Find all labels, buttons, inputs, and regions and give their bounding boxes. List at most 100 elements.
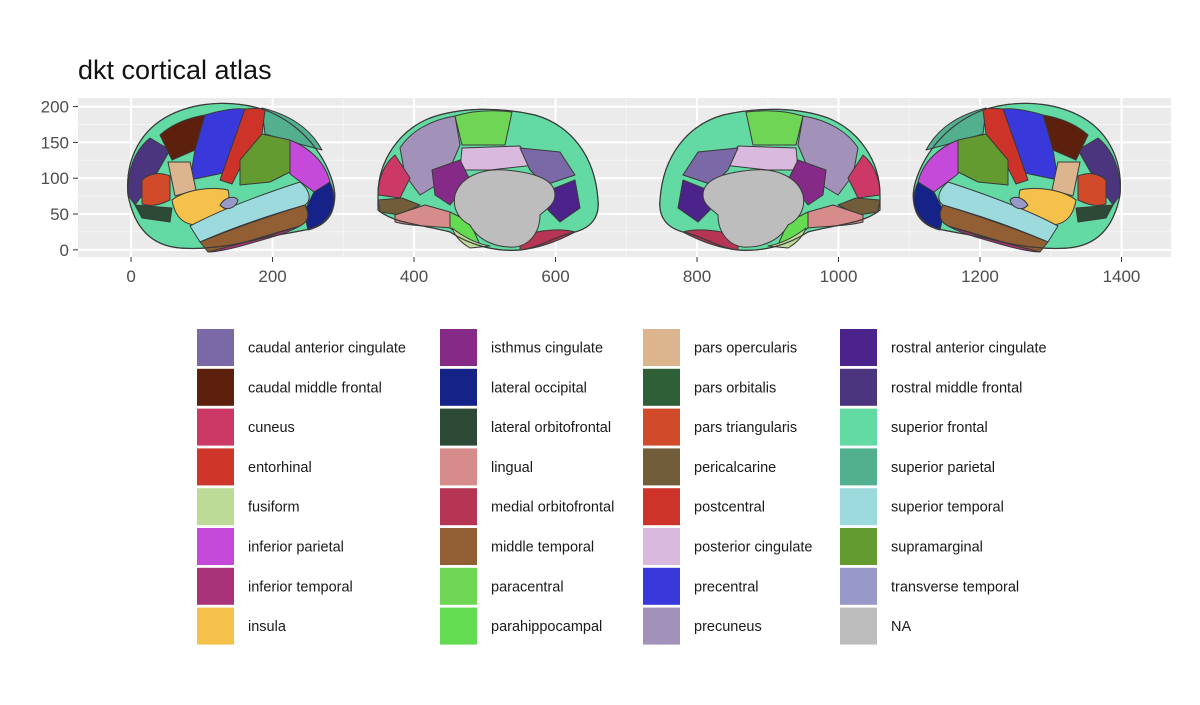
legend-key	[840, 607, 877, 645]
legend-label: precuneus	[694, 619, 762, 635]
legend-item: caudal anterior cingulate	[197, 329, 406, 366]
y-tick-label: 0	[60, 241, 69, 260]
legend-label: pericalcarine	[694, 460, 776, 476]
legend-label: isthmus cingulate	[491, 341, 603, 357]
legend-item: cuneus	[197, 408, 295, 446]
legend-item: precuneus	[643, 607, 762, 645]
x-tick-label: 400	[400, 267, 428, 286]
legend-item: precentral	[643, 567, 758, 605]
legend: caudal anterior cingulate caudal middle f…	[197, 329, 1047, 645]
legend-key	[440, 528, 477, 565]
legend-item: parahippocampal	[440, 607, 602, 645]
outline-left-lateral	[127, 102, 336, 250]
legend-item: lateral occipital	[440, 368, 587, 406]
y-tick-label: 150	[41, 133, 69, 152]
legend-label: caudal middle frontal	[248, 380, 382, 396]
x-tick-label: 1400	[1103, 267, 1141, 286]
legend-item: supramarginal	[840, 528, 983, 565]
region-pars-triangularis	[1077, 173, 1107, 206]
legend-label: supramarginal	[891, 540, 983, 556]
legend-key	[840, 528, 877, 565]
legend-item: insula	[197, 607, 287, 645]
legend-key	[440, 329, 477, 366]
x-tick-label: 1200	[961, 267, 999, 286]
legend-item: pars triangularis	[643, 408, 797, 446]
brain-left-lateral	[127, 102, 336, 253]
legend-label: posterior cingulate	[694, 540, 813, 556]
legend-item: isthmus cingulate	[440, 329, 603, 366]
legend-label: insula	[248, 619, 287, 635]
axis-ticks: 0 200 400 600 800 1000 1200 1400 0 50 100 150 200	[41, 98, 1141, 286]
legend-item: rostral middle frontal	[840, 368, 1022, 406]
legend-key	[197, 488, 234, 526]
legend-item: medial orbitofrontal	[440, 488, 614, 526]
region-paracentral	[454, 110, 513, 146]
region-caudal-anterior-cingulate	[519, 147, 576, 186]
legend-key	[840, 567, 877, 605]
region-superior-temporal	[189, 181, 310, 243]
legend-item: pars orbitalis	[643, 368, 776, 406]
legend-key	[440, 448, 477, 486]
legend-label: pars triangularis	[694, 420, 797, 436]
outline-right-lateral	[912, 102, 1121, 250]
region-transverse-temporal	[1009, 196, 1029, 210]
chart-title: dkt cortical atlas	[78, 55, 272, 85]
legend-item: superior temporal	[840, 488, 1004, 526]
legend-item: postcentral	[643, 488, 765, 526]
legend-label: caudal anterior cingulate	[248, 341, 406, 357]
legend-label: lingual	[491, 460, 533, 476]
legend-item: lingual	[440, 448, 533, 486]
region-lateral-orbitofrontal	[134, 204, 173, 223]
legend-label: rostral middle frontal	[891, 380, 1022, 396]
legend-label: superior frontal	[891, 420, 988, 436]
legend-key	[840, 448, 877, 486]
x-tick-label: 0	[126, 267, 135, 286]
legend-item: superior parietal	[840, 448, 995, 486]
legend-item: superior frontal	[840, 408, 988, 446]
legend-item: inferior temporal	[197, 567, 353, 605]
legend-label: middle temporal	[491, 540, 594, 556]
outline-left-medial	[377, 108, 599, 251]
brain-right-medial	[659, 108, 881, 251]
legend-label: pars opercularis	[694, 341, 797, 357]
legend-label: inferior parietal	[248, 540, 344, 556]
brain-right-lateral	[912, 102, 1121, 253]
region-rostral-middle-frontal	[1077, 137, 1121, 206]
legend-label: postcentral	[694, 500, 765, 516]
legend-label: entorhinal	[248, 460, 312, 476]
x-tick-label: 1000	[820, 267, 858, 286]
legend-item: middle temporal	[440, 528, 594, 565]
legend-item: NA	[840, 607, 911, 645]
legend-label: precentral	[694, 579, 758, 595]
region-superior-temporal	[938, 181, 1059, 243]
legend-label: cuneus	[248, 420, 295, 436]
legend-key	[440, 607, 477, 645]
region-precentral	[189, 108, 246, 181]
legend-key	[197, 408, 234, 446]
region-lateral-orbitofrontal	[1075, 204, 1114, 223]
legend-key	[643, 488, 680, 526]
legend-label: pars orbitalis	[694, 380, 776, 396]
legend-label: superior parietal	[891, 460, 995, 476]
legend-item: caudal middle frontal	[197, 368, 382, 406]
legend-key	[643, 448, 680, 486]
region-paracentral	[745, 110, 804, 146]
legend-key	[197, 368, 234, 406]
brain-views	[127, 102, 1121, 253]
legend-key	[440, 368, 477, 406]
region-pars-triangularis	[141, 173, 171, 206]
legend-item: pericalcarine	[643, 448, 776, 486]
legend-key	[840, 329, 877, 366]
region-na	[453, 169, 556, 248]
legend-label: transverse temporal	[891, 579, 1019, 595]
x-tick-label: 800	[683, 267, 711, 286]
legend-key	[440, 488, 477, 526]
legend-item: transverse temporal	[840, 567, 1019, 605]
legend-key	[643, 329, 680, 366]
brain-left-medial	[377, 108, 599, 251]
legend-key	[643, 368, 680, 406]
legend-key	[643, 528, 680, 565]
legend-key	[197, 329, 234, 366]
legend-label: lateral occipital	[491, 380, 587, 396]
region-transverse-temporal	[219, 196, 239, 210]
